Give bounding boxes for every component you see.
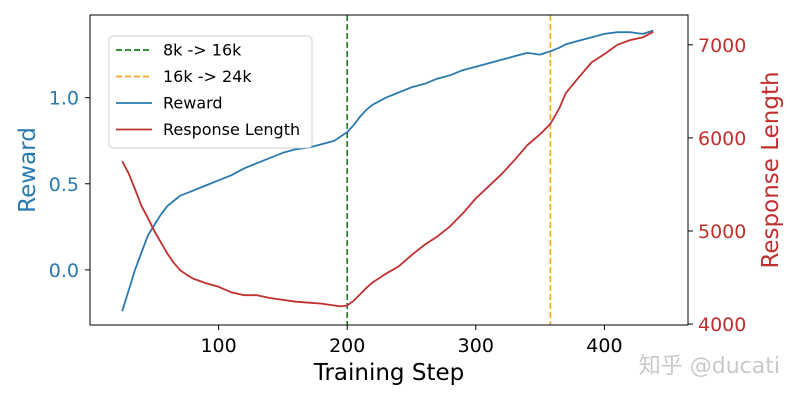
legend-label: Response Length	[163, 120, 300, 139]
x-axis-label: Training Step	[313, 360, 464, 386]
right-y-tick-label: 5000	[698, 221, 746, 243]
legend-label: Reward	[163, 94, 223, 113]
series-line	[121, 31, 654, 308]
legend-label: 8k -> 16k	[163, 41, 242, 60]
left-y-tick-label: 1.0	[49, 88, 79, 110]
legend-box	[108, 35, 313, 149]
right-y-tick-label: 7000	[698, 35, 746, 57]
left-axis-label: Reward	[15, 127, 41, 213]
x-tick-label: 300	[458, 335, 494, 357]
x-tick-label: 400	[586, 335, 622, 357]
x-tick-label: 200	[329, 335, 365, 357]
plot-frame	[89, 14, 689, 326]
right-y-tick-label: 4000	[698, 314, 746, 336]
left-y-tick-label: 0.5	[49, 174, 79, 196]
series-line	[121, 29, 654, 312]
tick-layer: 100 200 300 400 0.0 0.5 1.0 4000 5000 6000 7000	[49, 35, 747, 357]
watermark: 知乎 @ducati	[638, 354, 780, 379]
legend-label: 16k -> 24k	[163, 67, 252, 86]
left-y-tick-label: 0.0	[49, 260, 79, 282]
vline-layer	[346, 15, 552, 325]
series-layer	[121, 29, 654, 312]
legend: 8k -> 16k 16k -> 24k Reward Response Length	[108, 35, 313, 149]
x-tick-label: 100	[200, 335, 236, 357]
right-y-tick-label: 6000	[698, 128, 746, 150]
right-axis-label: Response Length	[758, 71, 784, 268]
